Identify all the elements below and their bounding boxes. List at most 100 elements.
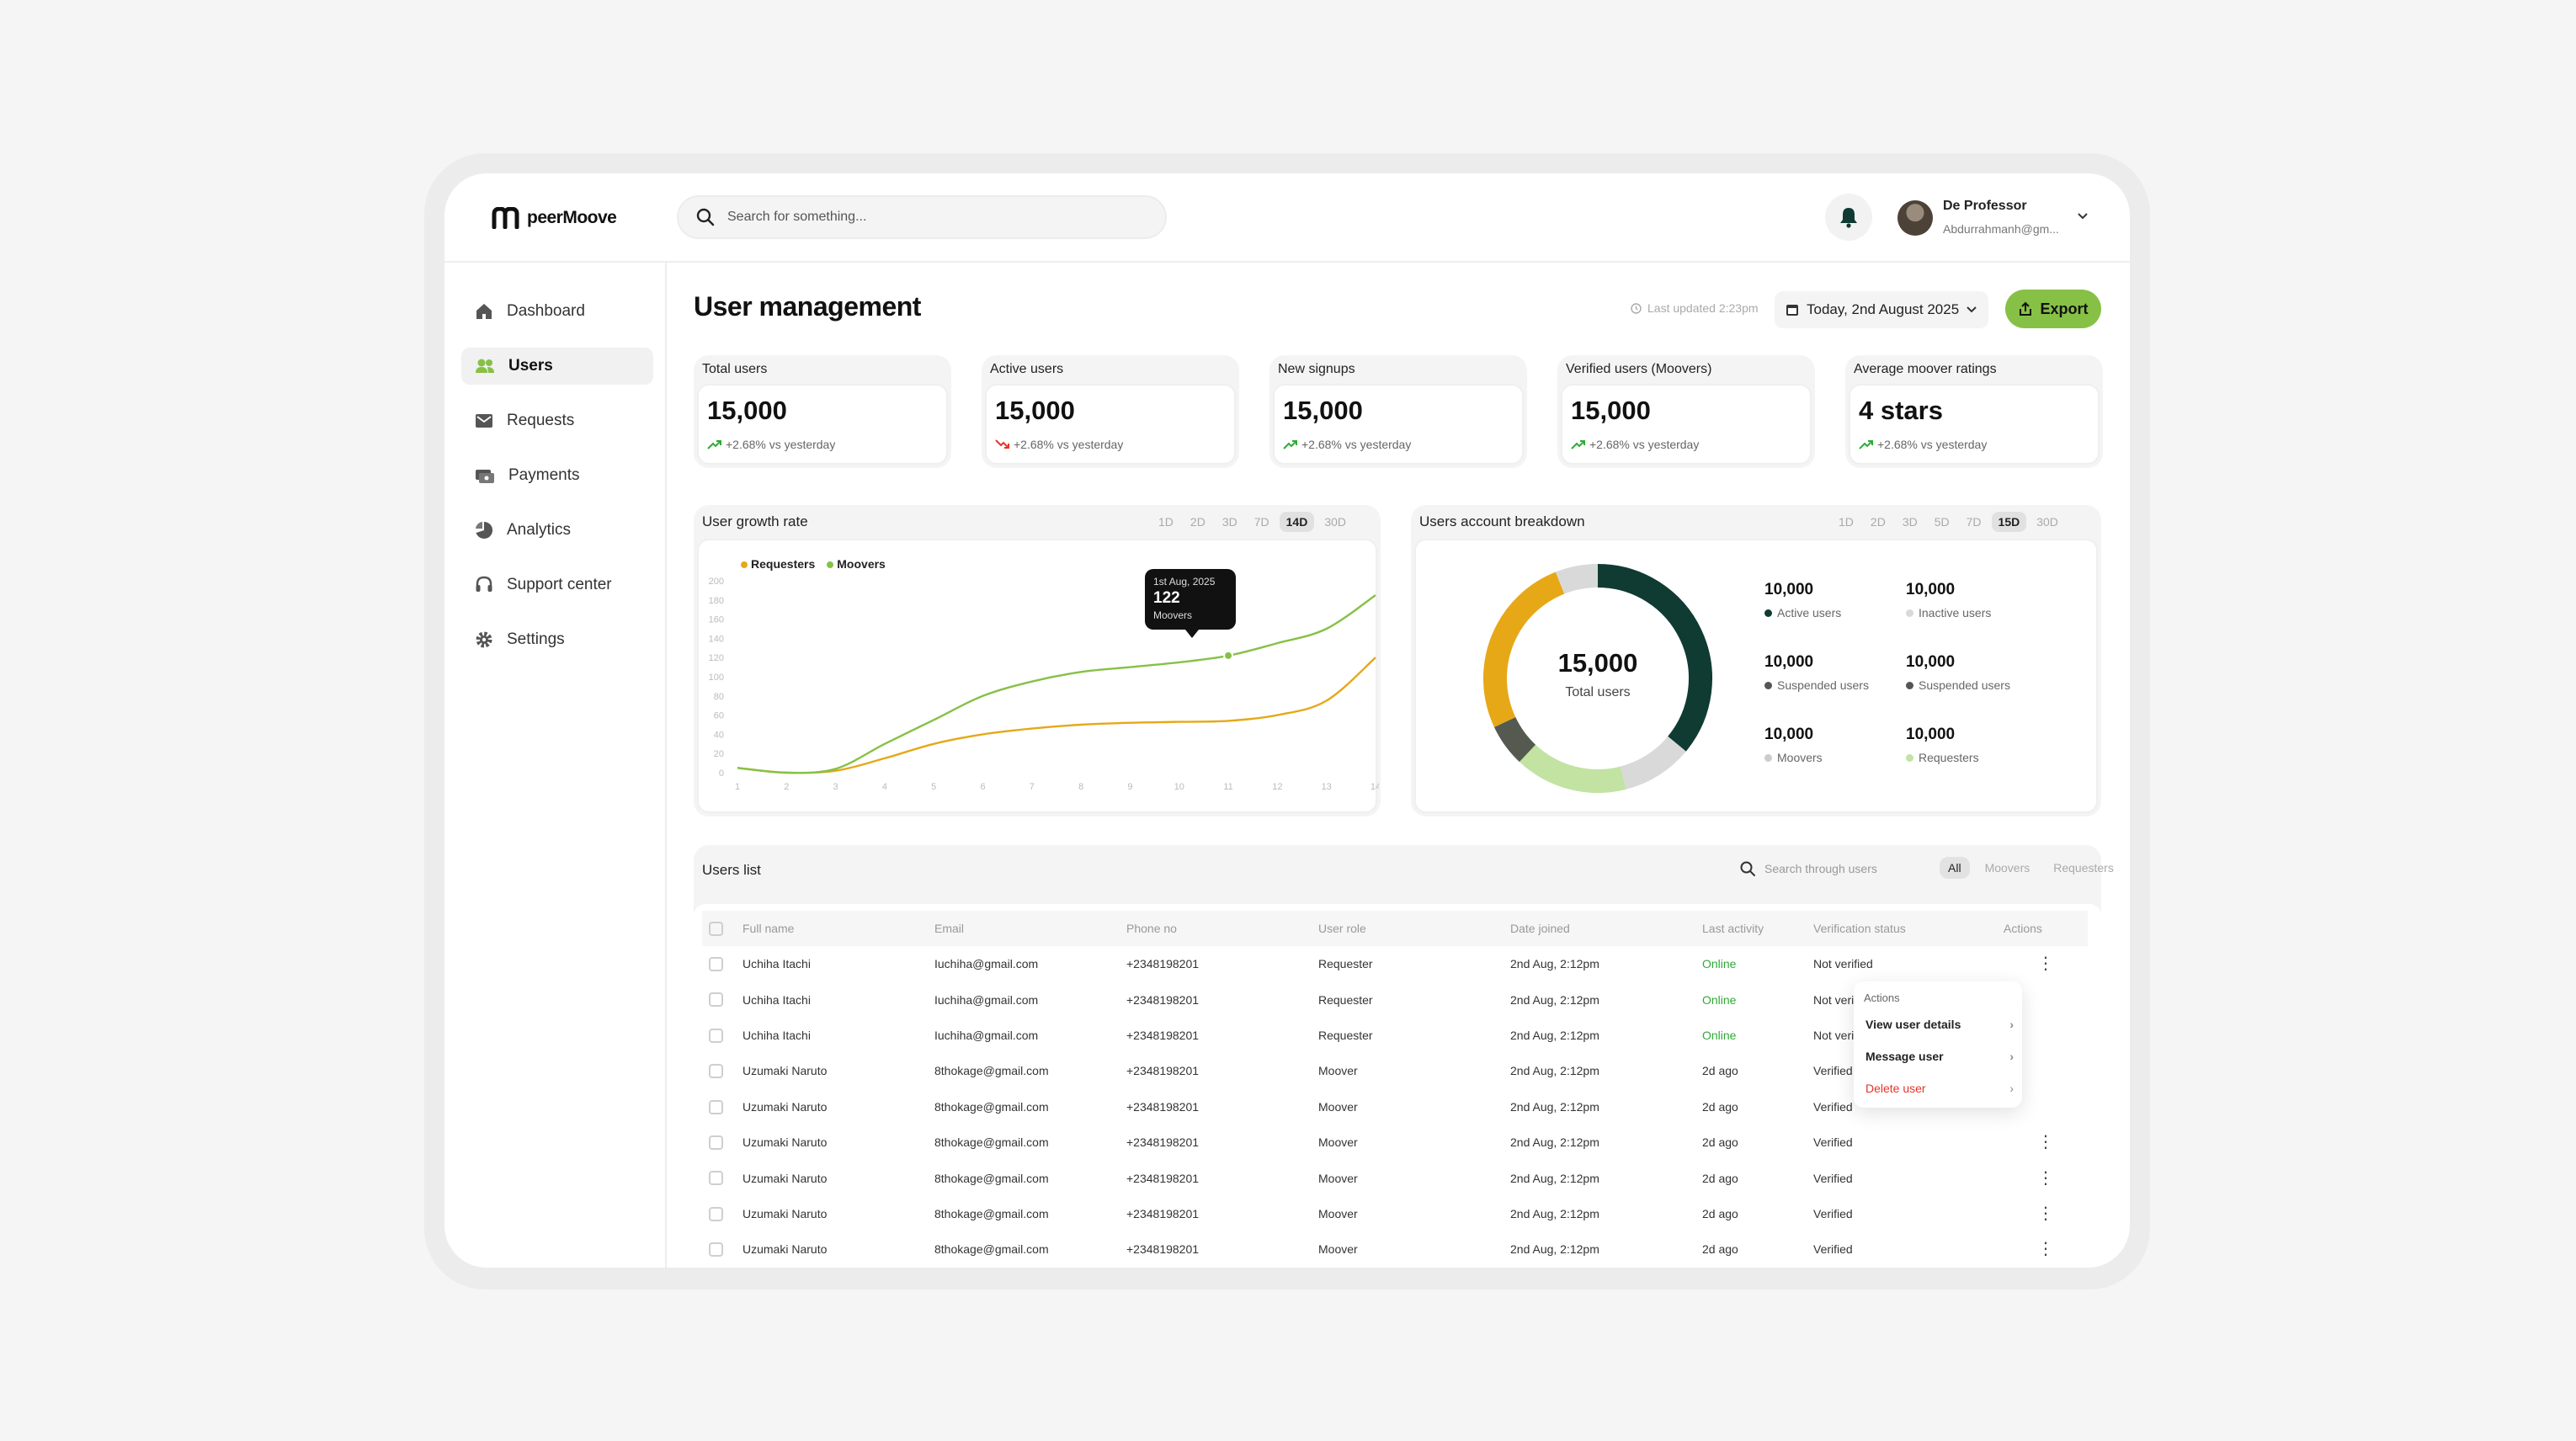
column-header[interactable]: Verification status — [1807, 911, 1997, 946]
row-checkbox[interactable] — [709, 957, 723, 972]
stat-label: Verified users (Moovers) — [1566, 362, 1712, 376]
cell-phone: +2348198201 — [1126, 1099, 1200, 1114]
row-actions-button[interactable]: ⋮ — [2037, 1168, 2054, 1188]
donut-slice[interactable] — [1620, 736, 1686, 790]
table-row[interactable]: Uzumaki Naruto 8thokage@gmail.com +2348198… — [702, 1125, 2088, 1160]
legend-moovers-label: Moovers — [837, 557, 886, 571]
users-search-placeholder: Search through users — [1764, 862, 1877, 875]
range-14d[interactable]: 14D — [1279, 512, 1315, 532]
app-window: peerMoove De Professor Abdurrahmanh@gm..… — [444, 173, 2130, 1268]
row-select-cell — [702, 946, 736, 981]
date-picker-value: Today, 2nd August 2025 — [1807, 301, 1960, 317]
sidebar-item-requests[interactable]: Requests — [461, 402, 653, 439]
menu-item-delete-user[interactable]: Delete user › — [1865, 1076, 2014, 1101]
row-actions-button[interactable]: ⋮ — [2037, 1204, 2054, 1223]
range-30d[interactable]: 30D — [1324, 515, 1346, 529]
cell-date-joined: 2nd Aug, 2:12pm — [1510, 1099, 1599, 1114]
sidebar: Dashboard Users Requests Payments Analyt… — [444, 263, 667, 1268]
row-checkbox[interactable] — [709, 1028, 723, 1043]
upload-icon — [2020, 301, 2032, 316]
breakdown-value: 10,000 — [1764, 653, 1814, 671]
table-row[interactable]: Uzumaki Naruto 8thokage@gmail.com +2348198… — [702, 1231, 2088, 1267]
range-30d[interactable]: 30D — [2036, 515, 2058, 529]
donut-slice[interactable] — [1483, 572, 1565, 727]
range-2d[interactable]: 2D — [1870, 515, 1886, 529]
donut-slice[interactable] — [1493, 716, 1536, 763]
range-3d[interactable]: 3D — [1221, 515, 1237, 529]
select-all-checkbox[interactable] — [709, 921, 723, 936]
row-checkbox[interactable] — [709, 1099, 723, 1114]
stat-body: 15,000 +2.68% vs yesterday — [1561, 384, 1812, 465]
column-header[interactable]: Full name — [736, 911, 928, 946]
table-row[interactable]: Uzumaki Naruto 8thokage@gmail.com +2348198… — [702, 1053, 2088, 1088]
menu-item-view-user-details[interactable]: View user details › — [1865, 1012, 2014, 1037]
sidebar-item-dashboard[interactable]: Dashboard — [461, 293, 653, 330]
donut-slice[interactable] — [1519, 744, 1626, 793]
column-header[interactable]: Email — [928, 911, 1120, 946]
sidebar-item-users[interactable]: Users — [461, 348, 653, 385]
table-row[interactable]: Uchiha Itachi Iuchiha@gmail.com +234819820… — [702, 1018, 2088, 1053]
sidebar-item-analytics[interactable]: Analytics — [461, 512, 653, 549]
stat-body: 4 stars +2.68% vs yesterday — [1849, 384, 2100, 465]
stat-change: +2.68% vs yesterday — [1283, 438, 1411, 451]
highlighted-point[interactable] — [1223, 650, 1234, 661]
row-checkbox[interactable] — [709, 1171, 723, 1186]
table-row[interactable]: Uzumaki Naruto 8thokage@gmail.com +2348198… — [702, 1160, 2088, 1195]
donut-slice[interactable] — [1597, 564, 1712, 752]
range-7d[interactable]: 7D — [1253, 515, 1269, 529]
user-name: De Professor — [1943, 199, 2027, 213]
logo[interactable]: peerMoove — [492, 205, 617, 231]
column-header[interactable]: Phone no — [1120, 911, 1312, 946]
row-actions-button[interactable]: ⋮ — [2037, 954, 2054, 974]
top-bar: peerMoove De Professor Abdurrahmanh@gm..… — [444, 173, 2130, 263]
range-1d[interactable]: 1D — [1158, 515, 1174, 529]
row-checkbox[interactable] — [709, 1242, 723, 1258]
breakdown-label: Inactive users — [1919, 606, 1992, 619]
range-7d[interactable]: 7D — [1966, 515, 1982, 529]
x-tick-label: 10 — [1174, 782, 1184, 792]
range-15d[interactable]: 15D — [1991, 512, 2027, 532]
filter-all[interactable]: All — [1940, 857, 1970, 879]
table-row[interactable]: Uzumaki Naruto 8thokage@gmail.com +2348198… — [702, 1089, 2088, 1125]
row-actions-button[interactable]: ⋮ — [2037, 1240, 2054, 1259]
donut-slice[interactable] — [1555, 564, 1599, 594]
sidebar-item-support-center[interactable]: Support center — [461, 566, 653, 604]
range-5d[interactable]: 5D — [1934, 515, 1950, 529]
users-search[interactable]: Search through users — [1739, 853, 1931, 884]
sidebar-item-payments[interactable]: Payments — [461, 457, 653, 494]
search-input[interactable] — [727, 210, 1131, 225]
breakdown-value: 10,000 — [1906, 726, 1956, 743]
avatar[interactable] — [1897, 200, 1933, 236]
stat-card-average-ratings: Average moover ratings 4 stars +2.68% vs… — [1845, 355, 2103, 468]
column-header[interactable]: Last activity — [1695, 911, 1807, 946]
range-3d[interactable]: 3D — [1902, 515, 1918, 529]
table-row[interactable]: Uchiha Itachi Iuchiha@gmail.com +234819820… — [702, 946, 2088, 981]
global-search[interactable] — [677, 195, 1167, 239]
row-checkbox[interactable] — [709, 1206, 723, 1221]
cell-phone: +2348198201 — [1126, 1064, 1200, 1078]
menu-item-message-user[interactable]: Message user › — [1865, 1044, 2014, 1069]
filter-moovers[interactable]: Moovers — [1984, 861, 2030, 875]
row-checkbox[interactable] — [709, 1064, 723, 1079]
table-row[interactable]: Uzumaki Naruto 8thokage@gmail.com +2348198… — [702, 1196, 2088, 1231]
row-select-cell — [702, 1196, 736, 1231]
date-picker[interactable]: Today, 2nd August 2025 — [1775, 291, 1988, 328]
y-tick-label: 120 — [709, 653, 724, 663]
cell-full-name: Uchiha Itachi — [742, 992, 811, 1007]
filter-requesters[interactable]: Requesters — [2053, 861, 2114, 875]
notifications-button[interactable] — [1825, 194, 1872, 241]
sidebar-item-settings[interactable]: Settings — [461, 621, 653, 658]
row-checkbox[interactable] — [709, 992, 723, 1008]
chevron-down-icon — [1967, 306, 1977, 313]
row-checkbox[interactable] — [709, 1135, 723, 1151]
cell-full-name: Uzumaki Naruto — [742, 1064, 828, 1078]
range-1d[interactable]: 1D — [1839, 515, 1854, 529]
chevron-down-icon — [2078, 213, 2088, 220]
column-header[interactable]: Date joined — [1504, 911, 1695, 946]
cell-last-activity: 2d ago — [1702, 1171, 1738, 1185]
range-2d[interactable]: 2D — [1190, 515, 1206, 529]
row-actions-button[interactable]: ⋮ — [2037, 1133, 2054, 1152]
export-button[interactable]: Export — [2005, 290, 2101, 328]
column-header[interactable]: User role — [1312, 911, 1504, 946]
user-menu-toggle[interactable] — [2076, 210, 2089, 226]
